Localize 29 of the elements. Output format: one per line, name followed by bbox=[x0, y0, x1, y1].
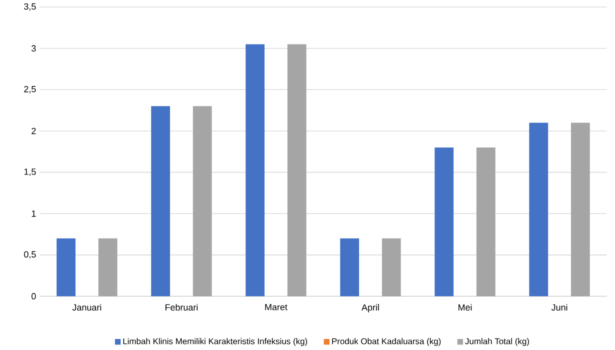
x-tick-label: Mei bbox=[458, 304, 472, 311]
bar bbox=[192, 106, 212, 296]
x-tick-label: Juni bbox=[551, 304, 568, 311]
bar bbox=[434, 148, 454, 296]
bar bbox=[151, 106, 170, 296]
y-tick-label: 2,5 bbox=[24, 86, 36, 94]
y-tick-label: 2 bbox=[32, 128, 36, 134]
y-tick-label: 0,5 bbox=[24, 251, 36, 259]
x-tick-label: April bbox=[362, 304, 379, 313]
bar bbox=[382, 238, 401, 296]
bar bbox=[570, 122, 590, 296]
bar bbox=[56, 238, 76, 296]
bar bbox=[340, 238, 360, 296]
bar bbox=[476, 148, 496, 296]
bar bbox=[246, 44, 265, 296]
legend-label: Jumlah Total (kg) bbox=[465, 338, 529, 346]
bar bbox=[287, 44, 306, 296]
y-tick-label: 1,5 bbox=[24, 168, 36, 176]
y-tick-label: 1 bbox=[32, 210, 36, 217]
x-tick-label: Februari bbox=[166, 304, 198, 311]
y-tick-label: 0 bbox=[32, 293, 36, 300]
bar bbox=[529, 122, 548, 296]
x-tick-label: Maret bbox=[265, 304, 288, 310]
x-tick-label: Januari bbox=[72, 304, 102, 311]
bar bbox=[98, 238, 118, 296]
legend-label: Produk Obat Kadaluarsa (kg) bbox=[332, 338, 441, 346]
y-tick-label: 3 bbox=[32, 45, 36, 52]
legend-label: Limbah Klinis Memiliki Karakteristis Infeksius (kg) bbox=[123, 338, 308, 346]
y-tick-label: 3,5 bbox=[24, 3, 36, 11]
